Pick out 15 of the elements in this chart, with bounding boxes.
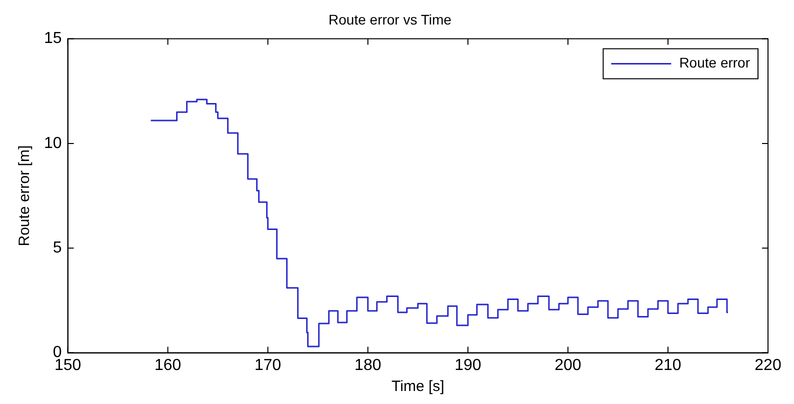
x-tick-label: 210 bbox=[654, 356, 682, 374]
x-tick-label: 170 bbox=[254, 356, 282, 374]
x-tick-label: 220 bbox=[754, 356, 782, 374]
y-tick-label: 5 bbox=[52, 240, 62, 257]
x-axis-title: Time [s] bbox=[392, 378, 444, 396]
x-tick-label: 200 bbox=[554, 356, 582, 374]
x-tick-label: 150 bbox=[54, 356, 82, 374]
y-axis-title: Route error [m] bbox=[16, 145, 34, 246]
x-tick-label: 160 bbox=[154, 356, 182, 374]
x-tick-label: 190 bbox=[454, 356, 482, 374]
legend-label: Route error bbox=[679, 54, 750, 71]
y-tick-label: 10 bbox=[44, 134, 62, 152]
y-tick-label: 15 bbox=[44, 30, 62, 48]
chart-title: Route error vs Time bbox=[328, 11, 452, 28]
x-tick-label: 180 bbox=[354, 356, 382, 374]
